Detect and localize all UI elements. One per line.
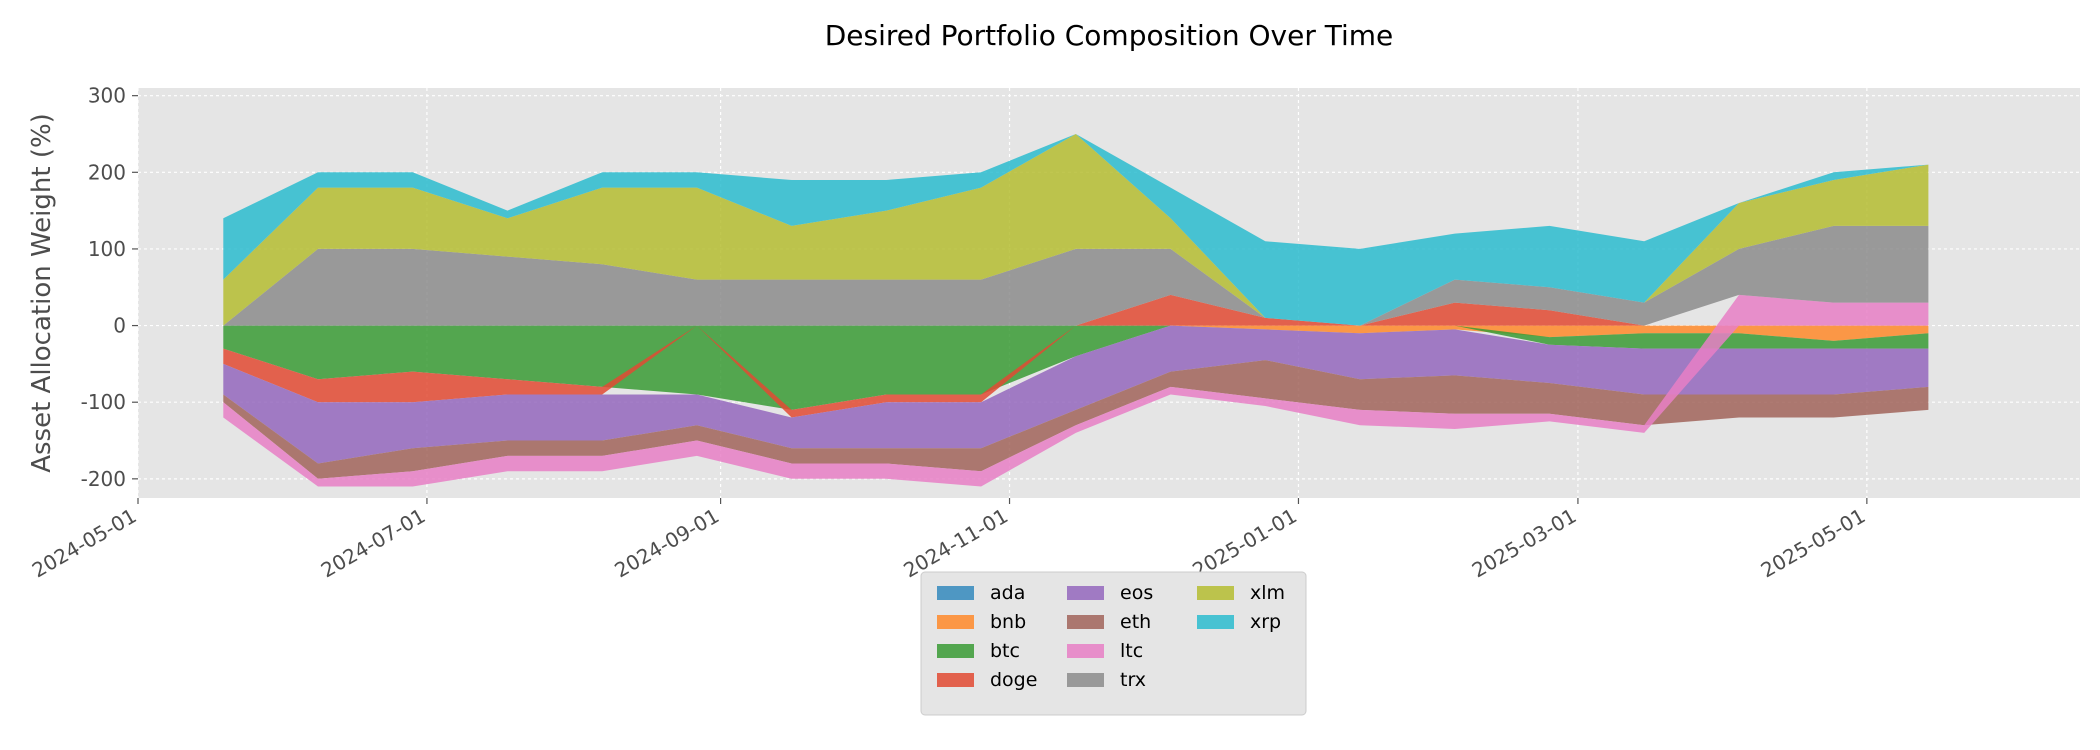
area-series-bnb [223,325,1929,341]
legend-swatch-btc [937,644,974,658]
legend-label-eth: eth [1120,611,1151,633]
legend-swatch-ltc [1067,644,1104,658]
legend-swatch-trx [1067,673,1104,687]
legend-label-btc: btc [990,640,1020,662]
legend-swatch-xrp [1197,615,1234,629]
area-series-layer [223,134,1929,487]
legend: ada bnb btc doge eos eth ltc trx xlm xrp [920,571,1307,716]
legend-swatch-bnb [937,615,974,629]
y-tick-label: 200 [88,160,126,184]
legend-swatch-eth [1067,615,1104,629]
legend-label-doge: doge [990,669,1037,691]
legend-label-bnb: bnb [990,611,1026,633]
y-tick-label: -200 [81,467,126,491]
y-tick-label: 0 [113,314,126,338]
legend-label-xlm: xlm [1250,582,1285,604]
legend-label-ltc: ltc [1120,640,1143,662]
legend-label-ada: ada [990,582,1025,604]
legend-swatch-doge [937,673,974,687]
area-series-xrp [223,134,1929,326]
area-series-eos [223,325,1929,464]
area-series-xlm [223,134,1929,326]
legend-swatch-xlm [1197,586,1234,600]
area-series-ltc [223,294,1929,487]
area-series-eth [223,360,1929,479]
y-tick-label: -100 [81,390,126,414]
area-series-btc [223,325,1929,410]
legend-box [920,571,1307,716]
legend-swatch-eos [1067,586,1104,600]
legend-label-trx: trx [1120,669,1146,691]
legend-label-eos: eos [1120,582,1153,604]
legend-label-xrp: xrp [1250,611,1281,633]
area-series-doge [223,294,1929,418]
legend-swatch-ada [937,586,974,600]
chart-title: Desired Portfolio Composition Over Time [825,19,1394,52]
area-series-trx [223,225,1929,326]
y-axis-label: Asset Allocation Weight (%) [27,113,57,473]
y-tick-label: 100 [88,237,126,261]
y-tick-label: 300 [88,84,126,108]
